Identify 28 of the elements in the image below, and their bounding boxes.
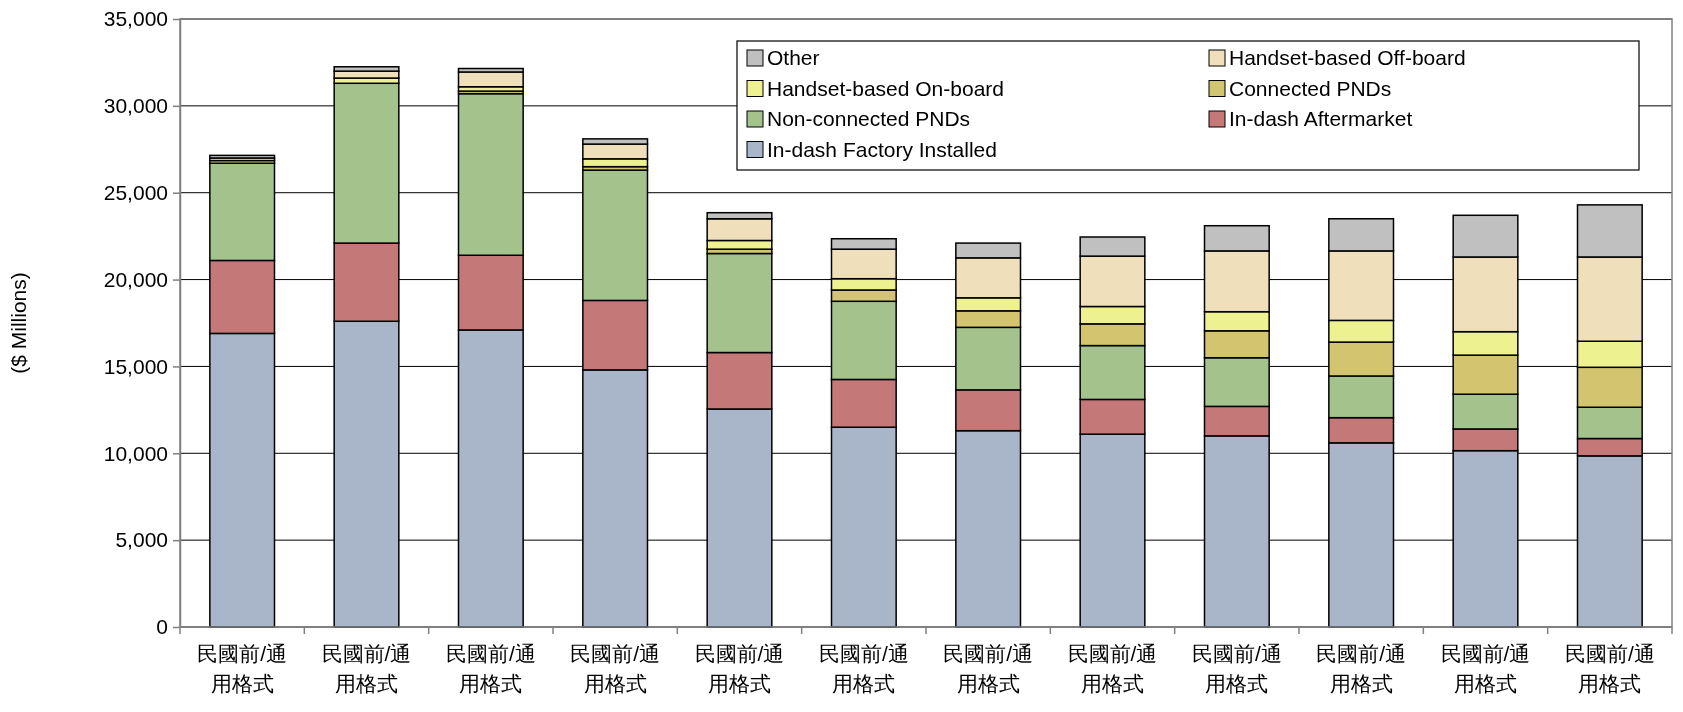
x-tick-label: 民國前/通用格式	[818, 642, 909, 695]
x-tick-label: 民國前/通用格式	[694, 642, 785, 695]
x-tick-label: 民國前/通用格式	[1564, 642, 1655, 695]
y-tick-label: 25,000	[103, 180, 168, 204]
y-tick-label: 30,000	[103, 94, 168, 118]
x-tick-label: 民國前/通用格式	[1440, 642, 1531, 695]
legend-label: Connected PNDs	[1229, 76, 1392, 100]
x-tick-label: 民國前/通用格式	[197, 642, 288, 695]
y-axis-title: ($ Millions)	[7, 272, 30, 374]
y-tick-label: 5,000	[115, 528, 168, 552]
x-tick-label: 民國前/通用格式	[1316, 642, 1407, 695]
legend-label: In-dash Aftermarket	[1229, 107, 1413, 130]
y-tick-label: 10,000	[103, 441, 168, 465]
legend-label: Other	[767, 46, 820, 69]
x-tick-label: 民國前/通用格式	[570, 642, 661, 695]
y-tick-label: 20,000	[103, 267, 168, 291]
y-tick-label: 0	[156, 615, 168, 639]
y-tick-label: 35,000	[103, 7, 168, 31]
x-tick-label: 民國前/通用格式	[943, 642, 1034, 695]
legend-label: Handset-based Off-board	[1229, 46, 1466, 69]
x-tick-label: 民國前/通用格式	[445, 642, 536, 695]
legend-label: Handset-based On-board	[767, 76, 1004, 100]
x-tick-label: 民國前/通用格式	[1191, 642, 1282, 695]
y-tick-label: 15,000	[103, 354, 168, 378]
legend-label: Non-connected PNDs	[767, 107, 971, 130]
legend-label: In-dash Factory Installed	[767, 137, 997, 161]
x-tick-label: 民國前/通用格式	[1067, 642, 1158, 695]
x-tick-label: 民國前/通用格式	[321, 642, 412, 695]
